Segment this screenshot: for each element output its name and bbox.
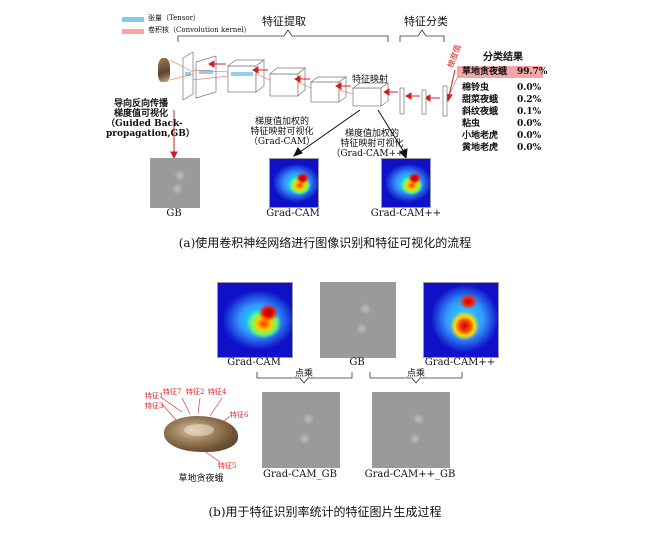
gradcam-label-b: Grad-CAM [227, 357, 281, 368]
gb-image-a [150, 158, 200, 208]
feature-classification-label: 特征分类 [404, 15, 448, 28]
feature-label-7: 特征7 [163, 388, 182, 396]
gradcampp-label-a: Grad-CAM++ [370, 208, 442, 219]
result-row: 黄地老虎 0.0% [462, 143, 542, 153]
gb-label-b: GB [349, 357, 365, 368]
gb-image-b [320, 282, 396, 358]
gradcampp-label-b: Grad-CAM++ [424, 357, 496, 368]
result-row: 棉铃虫 0.0% [462, 83, 542, 93]
feature-map-label: 特征映射 [352, 75, 389, 85]
feature-classification-brace [399, 29, 445, 42]
gradcam-gb-label: Grad-CAM_GB [263, 469, 337, 480]
result-row: 粘虫 0.0% [462, 119, 542, 129]
moth-photo [160, 410, 242, 458]
feature-label-4: 特征4 [208, 388, 227, 396]
caption-a: (a)使用卷积神经网络进行图像识别和特征可视化的流程 [178, 236, 472, 250]
dot-product-label-1: 点乘 [294, 369, 313, 379]
feature-label-6: 特征6 [230, 411, 249, 419]
legend-kernel-swatch [122, 29, 144, 34]
feature-label-3: 特征3 [145, 402, 164, 410]
gradcam-gb-image [262, 392, 340, 468]
legend-tensor-label: 张量（Tensor） [148, 14, 200, 22]
gradcampp-annotation: 梯度值加权的 特征映射可视化 （Grad-CAM++） [331, 129, 413, 159]
gradcampp-image-a [381, 158, 431, 208]
results-title: 分类结果 [483, 52, 523, 63]
gradcampp-gb-label: Grad-CAM++_GB [364, 469, 456, 480]
feature-extraction-label: 特征提取 [262, 15, 306, 28]
moth-input-image [158, 58, 170, 82]
dot-product-label-2: 点乘 [406, 369, 425, 379]
gradcam-image-a [269, 158, 319, 208]
caption-b: (b)用于特征识别率统计的特征图片生成过程 [208, 505, 442, 519]
top-result-pct: 99.7% [517, 67, 548, 77]
feature-label-2: 特征2 [186, 388, 205, 396]
cnn-network-diagram [169, 29, 459, 160]
result-row: 甜菜夜蛾 0.2% [462, 95, 542, 105]
result-row: 小地老虎 0.0% [462, 131, 542, 141]
legend-tensor-swatch [122, 17, 144, 22]
gradcam-annotation: 梯度值加权的 特征映射可视化 （Grad-CAM） [248, 117, 316, 147]
top-result-name: 草地贪夜蛾 [462, 67, 508, 77]
top-result-highlight [457, 66, 543, 78]
gradcam-label-a: Grad-CAM [266, 208, 320, 219]
gradcampp-image-b [423, 282, 499, 358]
feature-extraction-brace [177, 29, 389, 42]
gb-annotation: 导向反向传播 梯度值可视化 （Guided Back- propagation,… [106, 99, 195, 139]
moth-label: 草地贪夜蛾 [178, 474, 224, 484]
legend-kernel-label: 卷积核（Convolution kernel） [148, 26, 251, 34]
top-result: 草地贪夜蛾 99.7% [462, 67, 547, 78]
gradcampp-gb-image [372, 392, 450, 468]
feature-label-1: 特征1 [145, 392, 164, 400]
feature-label-5: 特征5 [218, 462, 237, 470]
result-row: 斜纹夜蛾 0.1% [462, 107, 542, 117]
gb-label-a: GB [166, 208, 182, 219]
gradcam-image-b [217, 282, 293, 358]
